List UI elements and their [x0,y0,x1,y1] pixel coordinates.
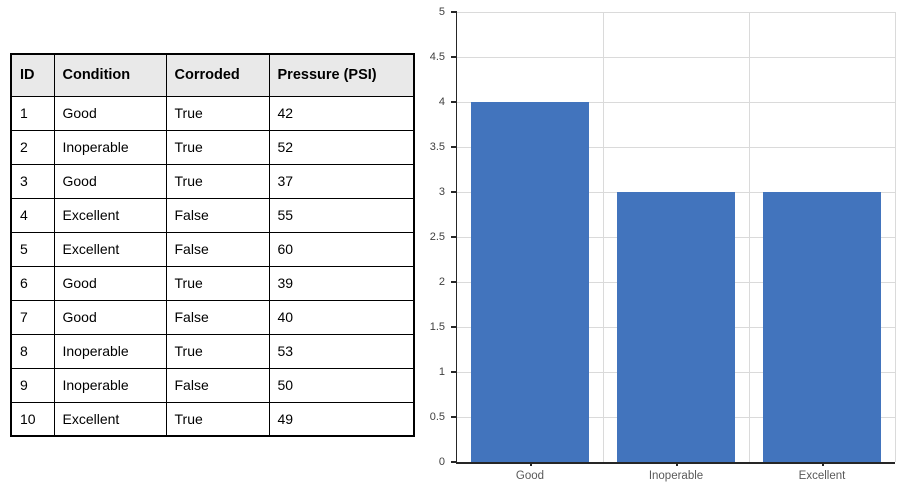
table-cell: 2 [10,129,55,165]
y-tick [451,371,457,373]
table-cell: Inoperable [53,129,167,165]
table-row: 3 Good True 37 [10,163,415,199]
table-cell: 50 [268,367,415,403]
x-tick [530,462,532,466]
table-row: 2 Inoperable True 52 [10,129,415,165]
table-cell: 7 [10,299,55,335]
table-cell: 40 [268,299,415,335]
y-tick [451,11,457,13]
table-cell: Inoperable [53,367,167,403]
y-tick-label: 1.5 [429,320,445,333]
table-cell: 49 [268,401,415,437]
table-row: 6 Good True 39 [10,265,415,301]
y-tick-label: 2.5 [429,230,445,243]
y-tick [451,236,457,238]
x-category-label: Excellent [798,470,846,482]
x-category-label: Inoperable [648,470,704,482]
y-tick-label: 4.5 [429,50,445,63]
y-axis-line [455,12,457,464]
table-cell: 10 [10,401,55,437]
table-cell: 52 [268,129,415,165]
table-header-row: ID Condition Corroded Pressure (PSI) [10,53,415,97]
table-cell: True [165,163,270,199]
table-cell: False [165,231,270,267]
table-cell: True [165,265,270,301]
table-cell: Excellent [53,231,167,267]
x-axis-line [455,462,895,464]
data-table: ID Condition Corroded Pressure (PSI) 1 Good T… [10,53,415,437]
table-cell: 8 [10,333,55,369]
table-cell: True [165,95,270,131]
table-row: 4 Excellent False 55 [10,197,415,233]
h-gridline [457,102,895,103]
table-cell: Good [53,95,167,131]
bar-excellent [763,192,881,462]
h-gridline [457,57,895,58]
y-tick [451,326,457,328]
table-cell: True [165,401,270,437]
table-cell: False [165,197,270,233]
table-cell: True [165,129,270,165]
column-header-pressure-psi: Pressure (PSI) [268,53,415,97]
h-gridline [457,147,895,148]
table-cell: 4 [10,197,55,233]
table-cell: Good [53,163,167,199]
v-gridline [895,12,896,462]
table-row: 10 Excellent True 49 [10,401,415,437]
table-cell: 60 [268,231,415,267]
table-cell: Good [53,299,167,335]
bar-good [471,102,589,462]
y-tick [451,416,457,418]
table-cell: 53 [268,333,415,369]
table-cell: 3 [10,163,55,199]
table-row: 1 Good True 42 [10,95,415,131]
y-tick [451,191,457,193]
column-header-id: ID [10,53,55,97]
table-cell: 55 [268,197,415,233]
h-gridline [457,12,895,13]
table-cell: 39 [268,265,415,301]
table-cell: 1 [10,95,55,131]
table-cell: Excellent [53,197,167,233]
data-table-container: ID Condition Corroded Pressure (PSI) 1 Good T… [10,53,415,437]
x-tick [822,462,824,466]
table-cell: 5 [10,231,55,267]
y-tick-label: 2 [438,275,445,288]
table-cell: Excellent [53,401,167,437]
y-tick [451,146,457,148]
v-gridline [603,12,604,462]
table-cell: False [165,299,270,335]
x-category-label: Good [515,470,545,482]
y-tick-label: 5 [438,5,445,18]
table-cell: 9 [10,367,55,403]
table-row: 8 Inoperable True 53 [10,333,415,369]
table-row: 7 Good False 40 [10,299,415,335]
table-row: 9 Inoperable False 50 [10,367,415,403]
table-cell: 6 [10,265,55,301]
y-tick-label: 3.5 [429,140,445,153]
table-cell: 42 [268,95,415,131]
y-tick-label: 3 [438,185,445,198]
column-header-condition: Condition [53,53,167,97]
column-header-corroded: Corroded [165,53,270,97]
table-cell: Inoperable [53,333,167,369]
table-cell: Good [53,265,167,301]
y-tick [451,461,457,463]
table-row: 5 Excellent False 60 [10,231,415,267]
table-cell: False [165,367,270,403]
y-tick [451,281,457,283]
x-tick [676,462,678,466]
y-tick-label: 1 [438,365,445,378]
table-cell: True [165,333,270,369]
table-cell: 37 [268,163,415,199]
v-gridline [749,12,750,462]
y-tick-label: 0.5 [429,410,445,423]
y-tick [451,56,457,58]
y-tick-label: 4 [438,95,445,108]
bar-inoperable [617,192,735,462]
y-tick [451,101,457,103]
y-tick-label: 0 [438,455,445,468]
